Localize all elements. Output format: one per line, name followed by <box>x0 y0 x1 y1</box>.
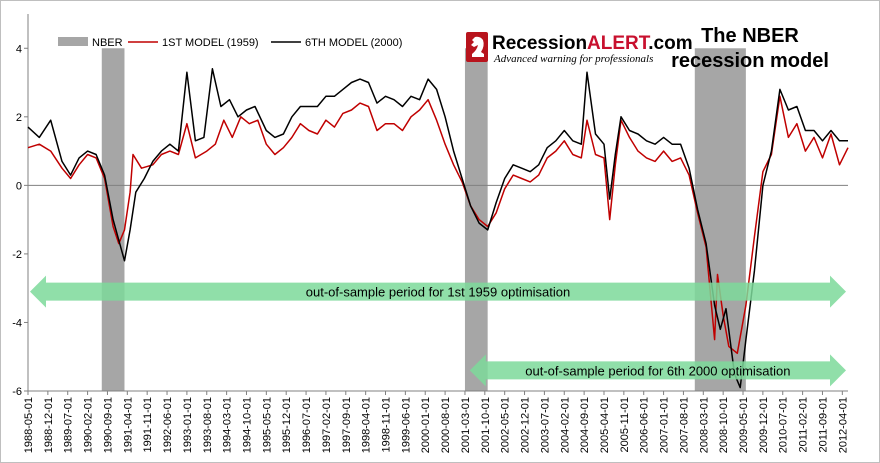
x-tick-label-5: 1991-04-01 <box>122 397 134 453</box>
x-tick-label-13: 1995-12-01 <box>281 397 293 453</box>
x-tick-label-2: 1989-07-01 <box>63 397 75 453</box>
x-tick-label-12: 1995-05-01 <box>261 397 273 453</box>
annotation-arrow-1 <box>469 354 846 387</box>
legend-label-model-1: 1ST MODEL (1959) <box>162 37 259 49</box>
x-tick-label-8: 1993-01-01 <box>182 397 194 453</box>
x-tick-label-36: 2009-05-01 <box>738 397 750 453</box>
x-tick-label-15: 1997-02-01 <box>321 397 333 453</box>
series-line-model-6 <box>27 68 848 389</box>
x-tick-label-1: 1988-12-01 <box>43 397 55 453</box>
x-tick-label-24: 2002-05-01 <box>500 397 512 453</box>
x-tick-label-30: 2005-11-01 <box>619 397 631 452</box>
y-tick-labels: -6 -4 -2 0 2 4 <box>12 43 22 398</box>
x-tick-label-39: 2011-02-01 <box>798 397 810 452</box>
y-tick-label--4: -4 <box>12 317 22 329</box>
x-tick-label-37: 2009-12-01 <box>758 397 770 453</box>
series-line-model-1 <box>27 95 849 355</box>
x-tick-label-10: 1994-03-01 <box>222 397 234 453</box>
legend-swatch-nber <box>58 37 88 46</box>
x-tick-label-29: 2005-04-01 <box>599 397 611 453</box>
annotation-arrows: out-of-sample period for 1st 1959 optimi… <box>30 275 846 387</box>
y-tick-label-4: 4 <box>16 43 22 55</box>
x-tick-label-21: 2000-08-01 <box>440 397 452 453</box>
x-tick-label-11: 1994-10-01 <box>241 397 253 453</box>
x-tick-label-34: 2008-03-01 <box>698 397 710 453</box>
x-tick-label-20: 2000-01-01 <box>420 397 432 453</box>
brand-logo: RecessionALERT.com Advanced warning for … <box>466 32 693 65</box>
x-tick-label-31: 2006-06-01 <box>639 397 651 453</box>
x-tick-label-19: 1999-06-01 <box>400 397 412 453</box>
legend-label-nber: NBER <box>92 37 123 49</box>
annotation-text-0: out-of-sample period for 1st 1959 optimi… <box>306 285 570 300</box>
y-tick-label-0: 0 <box>16 180 22 192</box>
x-tick-label-41: 2012-04-01 <box>837 397 849 453</box>
y-tick-label--6: -6 <box>12 386 22 398</box>
x-tick-label-26: 2003-07-01 <box>539 397 551 453</box>
x-tick-label-7: 1992-06-01 <box>162 397 174 453</box>
x-tick-label-28: 2004-09-01 <box>579 397 591 453</box>
knight-logo-icon <box>466 32 488 62</box>
x-tick-label-32: 2007-01-01 <box>659 397 671 453</box>
x-tick-label-23: 2001-10-01 <box>480 397 492 453</box>
x-tick-label-9: 1993-08-01 <box>202 397 214 453</box>
x-tick-label-16: 1997-09-01 <box>341 397 353 453</box>
x-tick-label-6: 1991-11-01 <box>142 397 154 452</box>
x-tick-label-3: 1990-02-01 <box>83 397 95 453</box>
x-tick-label-33: 2007-08-01 <box>678 397 690 453</box>
x-tick-label-18: 1998-11-01 <box>381 397 393 452</box>
y-tick-label--2: -2 <box>12 249 22 261</box>
x-tick-label-27: 2004-02-01 <box>559 397 571 453</box>
x-tick-label-22: 2001-03-01 <box>460 397 472 453</box>
knight-logo-glyph-icon <box>471 36 484 57</box>
x-tick-label-35: 2008-10-01 <box>718 397 730 453</box>
chart-title-line-1: The NBER <box>701 25 799 47</box>
x-tick-label-0: 1988-05-01 <box>23 397 35 453</box>
legend-label-model-6: 6TH MODEL (2000) <box>305 37 402 49</box>
annotation-text-1: out-of-sample period for 6th 2000 optimi… <box>525 363 790 378</box>
series-lines <box>27 68 849 389</box>
x-tick-label-4: 1990-09-01 <box>102 397 114 453</box>
annotation-arrow-0 <box>30 275 846 308</box>
axes <box>24 14 848 395</box>
x-tick-label-14: 1996-07-01 <box>301 397 313 453</box>
x-tick-label-40: 2011-09-01 <box>817 397 829 452</box>
x-tick-labels: 1988-05-01 1988-12-01 1989-07-01 1990-02-01… <box>23 397 849 453</box>
chart-title-line-2: recession model <box>671 50 829 72</box>
recession-band-1 <box>464 48 488 391</box>
brand-name-accent: ALERT <box>587 33 651 54</box>
brand-name: RecessionALERT.com <box>492 33 693 54</box>
legend: NBER 1ST MODEL (1959) 6TH MODEL (2000) <box>58 37 402 49</box>
brand-tagline: Advanced warning for professionals <box>493 53 653 65</box>
x-tick-label-38: 2010-07-01 <box>778 397 790 453</box>
brand-name-suffix: .com <box>648 33 692 54</box>
x-tick-label-25: 2002-12-01 <box>520 397 532 453</box>
x-tick-label-17: 1998-04-01 <box>361 397 373 453</box>
recession-band-2 <box>694 48 746 391</box>
brand-name-prefix: Recession <box>492 33 587 54</box>
y-tick-label-2: 2 <box>16 112 22 124</box>
